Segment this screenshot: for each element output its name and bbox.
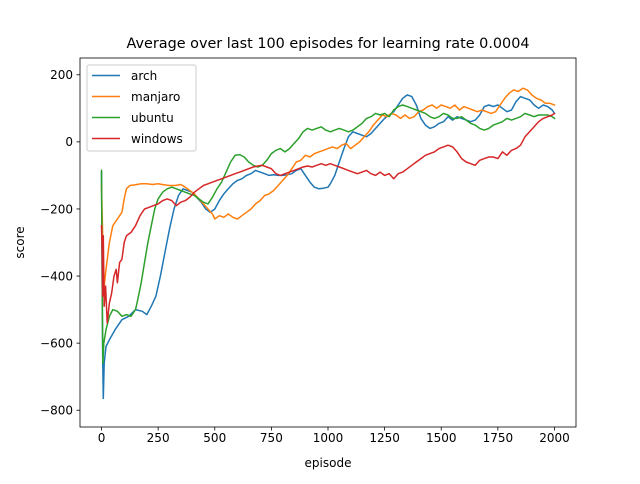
series-line-manjaro bbox=[100, 87, 556, 294]
x-tick-label: 250 bbox=[147, 431, 170, 445]
series-group bbox=[100, 87, 556, 400]
legend: arch manjaro ubuntu windows bbox=[86, 64, 197, 152]
legend-label-arch: arch bbox=[131, 69, 157, 83]
series-line-arch bbox=[100, 94, 556, 400]
x-tick-label: 1000 bbox=[313, 431, 344, 445]
plot-area bbox=[79, 57, 577, 428]
legend-label-manjaro: manjaro bbox=[131, 90, 180, 104]
y-tick-label: −200 bbox=[40, 202, 73, 216]
legend-items: arch manjaro ubuntu windows bbox=[92, 69, 183, 146]
x-tick-label: 2000 bbox=[539, 431, 570, 445]
x-tick-label: 750 bbox=[260, 431, 283, 445]
x-tick-label: 500 bbox=[203, 431, 226, 445]
y-tick-label: 0 bbox=[65, 135, 73, 149]
y-axis-label: score bbox=[13, 226, 27, 258]
y-tick-label: −400 bbox=[40, 269, 73, 283]
x-tick-label: 1250 bbox=[369, 431, 400, 445]
y-axis-ticks: −800 −600 −400 −200 0 200 bbox=[40, 68, 80, 418]
y-tick-label: −800 bbox=[40, 404, 73, 418]
series-line-windows bbox=[100, 112, 556, 324]
legend-frame bbox=[86, 64, 197, 152]
x-tick-label: 1500 bbox=[426, 431, 457, 445]
x-tick-label: 1750 bbox=[483, 431, 514, 445]
x-axis-ticks: 0 250 500 750 1000 1250 1500 1750 2000 bbox=[98, 427, 570, 445]
x-tick-label: 0 bbox=[98, 431, 106, 445]
legend-label-ubuntu: ubuntu bbox=[131, 111, 174, 125]
x-axis-label: episode bbox=[305, 456, 352, 470]
chart-title: Average over last 100 episodes for learn… bbox=[126, 36, 529, 52]
legend-label-windows: windows bbox=[131, 132, 183, 146]
series-line-ubuntu bbox=[100, 104, 556, 365]
y-tick-label: −600 bbox=[40, 336, 73, 350]
y-tick-label: 200 bbox=[50, 68, 73, 82]
